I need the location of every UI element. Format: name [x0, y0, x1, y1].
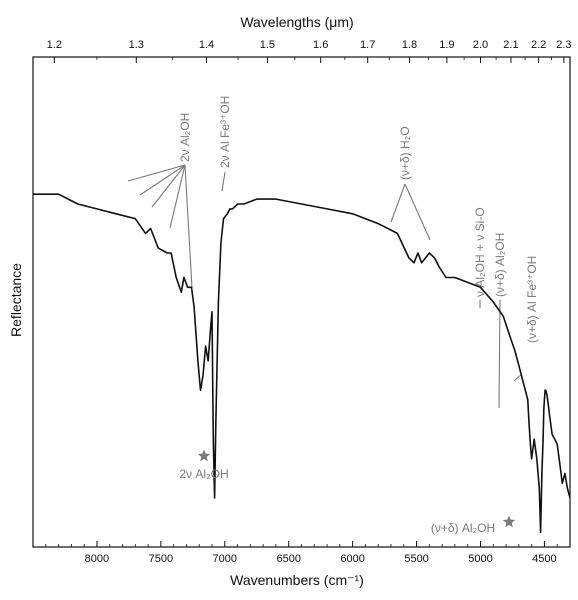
annotation-leader-line: [184, 164, 193, 289]
x-tick-label: 5000: [468, 553, 492, 565]
annotation-label: (ν+δ) Al₂OH: [493, 233, 507, 297]
top-axis: 1.21.31.41.51.61.71.81.92.02.12.22.32.4: [47, 39, 572, 63]
x-tick-label: 7000: [213, 553, 237, 565]
top-tick-label: 1.2: [47, 39, 62, 51]
x-tick-label: 5500: [404, 553, 428, 565]
annotation-label: (ν+δ) H₂O: [398, 126, 412, 180]
top-tick-label: 1.8: [402, 39, 417, 51]
star-marker-icon: [502, 515, 516, 528]
x-tick-label: 6000: [340, 553, 364, 565]
bottom-axis: 8000 7500 7000 6500 6000 5500 5000 4500: [45, 541, 558, 565]
annotation-leader-line: [139, 164, 186, 196]
top-tick-label: 2.0: [473, 39, 488, 51]
annotation-leader-line: [498, 299, 501, 409]
top-tick-label: 2.3: [556, 39, 571, 51]
annotation-leader-line: [127, 164, 186, 182]
y-axis-title: Reflectance: [8, 263, 24, 337]
top-tick-label: 2.1: [503, 39, 518, 51]
top-axis-title: Wavelengths (μm): [240, 14, 353, 30]
annotation-leader-line: [404, 183, 431, 241]
annotation-label: 2ν Al₂OH: [178, 113, 192, 162]
spectrum-line: [33, 193, 571, 534]
x-axis-title: Wavenumbers (cm⁻¹): [230, 572, 364, 588]
top-tick-label: 1.6: [313, 39, 328, 51]
top-tick-label: 1.9: [439, 39, 454, 51]
top-tick-label: 1.3: [129, 39, 144, 51]
x-tick-label: 8000: [85, 553, 109, 565]
annotation-leader-line: [221, 171, 226, 192]
annotation-leaders: [127, 164, 523, 409]
x-tick-label: 4500: [532, 553, 556, 565]
annotation-label: ν Al₂OH + ν Si-O: [473, 207, 487, 297]
x-tick-label: 7500: [149, 553, 173, 565]
plot-frame: [32, 56, 571, 548]
annotation-leader-line: [390, 183, 406, 223]
annotation-leader-line: [151, 164, 186, 208]
star-marker-icon: [197, 449, 211, 462]
annotation-label: 2ν Al₂OH: [179, 467, 228, 481]
annotations: 2ν Al₂OH 2ν Al Fe³⁺OH (ν+δ) H₂O ν Al₂OH + ν…: [178, 96, 539, 535]
annotation-label: 2ν Al Fe³⁺OH: [218, 96, 232, 168]
x-tick-label: 6500: [276, 553, 300, 565]
annotation-label: (ν+δ) Al Fe³⁺OH: [525, 256, 539, 343]
annotation-leader-line: [169, 164, 186, 229]
top-tick-label: 1.7: [360, 39, 375, 51]
top-tick-label: 1.5: [260, 39, 275, 51]
top-tick-label: 1.4: [199, 39, 214, 51]
top-tick-label: 2.2: [531, 39, 546, 51]
annotation-label: (ν+δ) Al₂OH: [431, 521, 495, 535]
